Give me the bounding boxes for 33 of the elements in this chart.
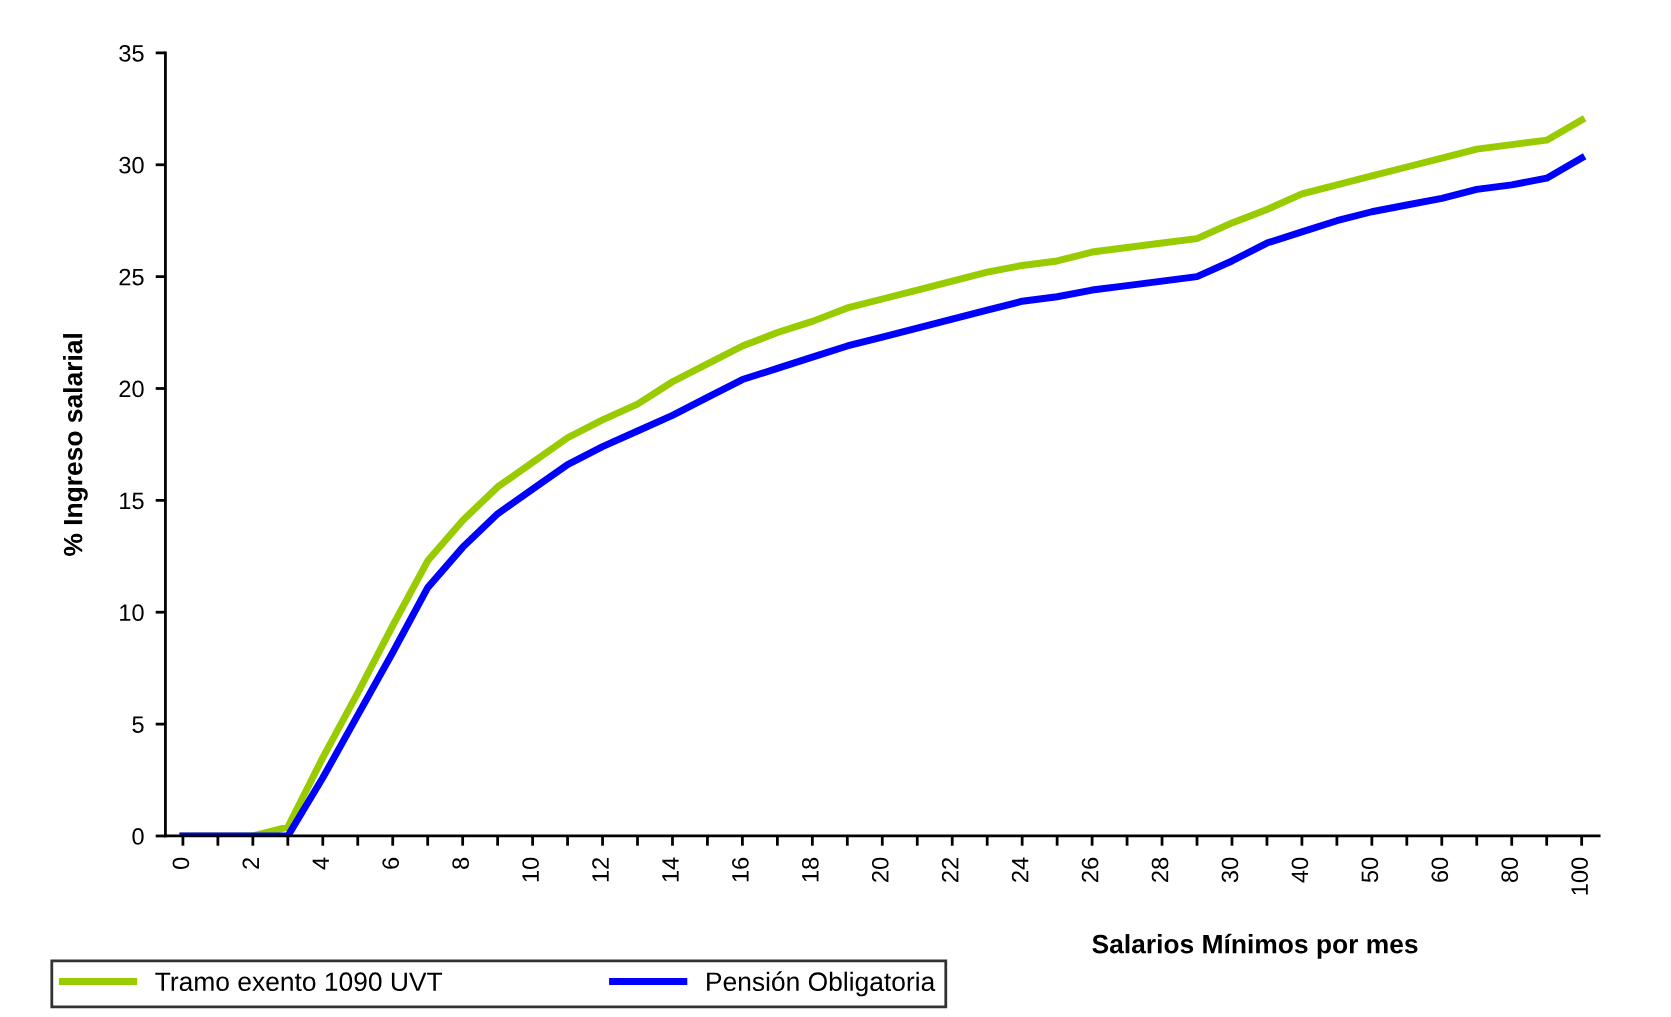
x-tick-label: 80: [1501, 857, 1519, 883]
x-axis-title: Salarios Mínimos por mes: [1092, 933, 1418, 959]
x-tick-label: 50: [1361, 857, 1379, 883]
x-tick-label: 10: [522, 857, 539, 882]
x-tick-label: 12: [592, 857, 609, 882]
x-tick-label: 16: [732, 857, 749, 882]
x-tick-label: 60: [1431, 857, 1449, 882]
y-tick-label: 10: [120, 604, 144, 622]
x-tick-label: 26: [1081, 857, 1099, 882]
legend-label: Tramo exento 1090 UVT: [155, 972, 443, 992]
x-tick-label: 6: [382, 857, 400, 869]
x-tick-label: 20: [871, 857, 889, 882]
x-tick-label: 4: [312, 857, 329, 870]
x-tick-label: 14: [662, 857, 679, 882]
y-tick-label: 5: [132, 716, 144, 733]
x-tick-label: 22: [941, 857, 959, 882]
y-axis-title: % Ingreso salarial: [63, 334, 88, 556]
x-tick-label: 24: [1011, 857, 1029, 882]
x-tick-label: 18: [801, 857, 819, 882]
y-tick-label: 20: [119, 380, 144, 398]
legend-label: Pensión Obligatoria: [707, 971, 936, 997]
x-tick-label: 0: [172, 857, 190, 870]
y-tick-label: 0: [132, 828, 144, 845]
y-tick-label: 35: [119, 44, 144, 62]
x-tick-label: 2: [242, 857, 259, 869]
x-tick-label: 40: [1291, 857, 1309, 883]
x-tick-label: 28: [1151, 857, 1169, 882]
x-tick-label: 100: [1571, 857, 1588, 895]
y-tick-label: 30: [119, 156, 144, 174]
x-tick-label: 30: [1221, 857, 1239, 883]
y-tick-label: 25: [119, 268, 144, 286]
x-tick-label: 8: [452, 857, 469, 869]
y-tick-label: 15: [120, 492, 144, 510]
